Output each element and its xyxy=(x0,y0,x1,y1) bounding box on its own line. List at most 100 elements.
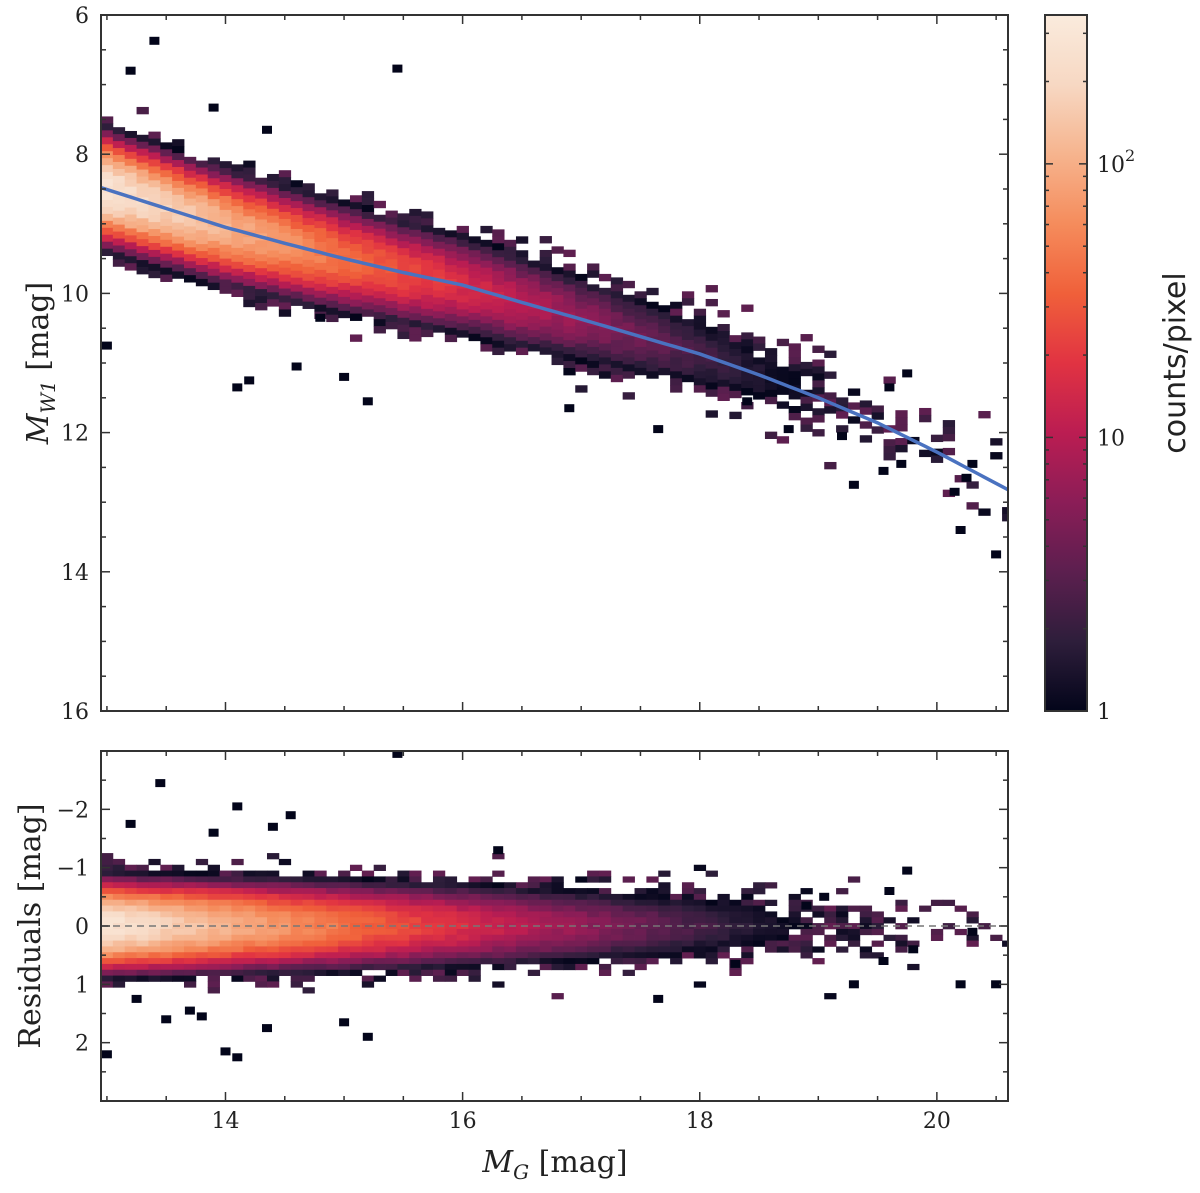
heatmap-cell xyxy=(290,208,303,216)
heatmap-cell xyxy=(646,940,659,947)
heatmap-cell xyxy=(978,508,991,516)
heatmap-cell xyxy=(101,975,114,982)
heatmap-cell xyxy=(563,361,576,369)
heatmap-cell xyxy=(456,225,469,234)
heatmap-cell xyxy=(255,289,268,297)
heatmap-cell xyxy=(231,282,244,291)
heatmap-cell xyxy=(824,923,837,930)
heatmap-cell xyxy=(812,958,825,965)
heatmap-cell xyxy=(195,230,209,238)
heatmap-cell xyxy=(373,270,386,278)
heatmap-cell xyxy=(207,893,220,901)
heatmap-cell xyxy=(764,911,778,918)
heatmap-cell xyxy=(705,940,718,947)
heatmap-cell xyxy=(693,385,707,393)
heatmap-cell xyxy=(527,274,541,282)
heatmap-cell xyxy=(729,349,742,357)
heatmap-cell xyxy=(883,439,896,447)
heatmap-cell xyxy=(278,295,292,303)
heatmap-cell xyxy=(741,940,754,947)
heatmap-cell xyxy=(385,238,398,246)
heatmap-cell xyxy=(753,917,766,924)
heatmap-cell xyxy=(527,946,541,953)
heatmap-cell xyxy=(432,934,446,941)
heatmap-cell xyxy=(219,928,232,936)
heatmap-cell xyxy=(575,322,588,330)
heatmap-cell xyxy=(492,305,505,314)
heatmap-cell xyxy=(907,917,920,924)
heatmap-cell xyxy=(278,281,292,289)
heatmap-cell xyxy=(729,905,742,912)
heatmap-cell xyxy=(290,277,303,286)
heatmap-cell xyxy=(456,905,469,912)
heatmap-cell xyxy=(421,899,434,906)
heatmap-cell xyxy=(421,239,434,247)
heatmap-cell xyxy=(231,178,244,186)
heatmap-cell xyxy=(290,899,303,906)
heatmap-cell xyxy=(764,923,778,930)
heatmap-cell xyxy=(255,958,268,965)
heatmap-cell xyxy=(717,952,730,959)
heatmap-cell xyxy=(290,221,303,230)
heatmap-cell xyxy=(693,343,707,351)
heatmap-cell xyxy=(290,235,303,244)
heatmap-cell xyxy=(717,324,730,332)
heatmap-cell xyxy=(515,899,529,906)
heatmap-cell xyxy=(444,244,458,252)
heatmap-cell xyxy=(717,917,730,924)
heatmap-cell xyxy=(266,201,280,210)
heatmap-cell xyxy=(243,975,256,982)
heatmap-cell xyxy=(148,138,161,146)
heatmap-cell xyxy=(278,952,292,959)
heatmap-cell xyxy=(231,905,244,912)
heatmap-cell xyxy=(326,963,339,971)
heatmap-cell xyxy=(172,215,185,224)
heatmap-cell xyxy=(432,969,446,976)
heatmap-cell xyxy=(753,911,766,918)
heatmap-cell xyxy=(504,888,517,895)
heatmap-cell xyxy=(219,258,232,266)
heatmap-cell xyxy=(148,928,161,936)
heatmap-cell xyxy=(444,905,458,912)
heatmap-cell xyxy=(290,905,303,912)
heatmap-cell xyxy=(563,326,576,334)
heatmap-cell xyxy=(432,248,446,257)
heatmap-cell xyxy=(492,340,505,349)
heatmap-cell xyxy=(148,152,161,160)
heatmap-cell xyxy=(385,893,398,901)
heatmap-cell xyxy=(385,259,398,267)
heatmap-cell xyxy=(101,144,114,152)
heatmap-cell xyxy=(195,946,209,953)
x-tick-label: 18 xyxy=(686,1109,714,1134)
heatmap-cell xyxy=(432,946,446,953)
heatmap-cell xyxy=(492,882,505,889)
heatmap-cell xyxy=(349,940,363,947)
heatmap-cell xyxy=(836,934,849,941)
heatmap-cell xyxy=(598,876,612,883)
heatmap-cell xyxy=(456,888,469,895)
heatmap-cell xyxy=(824,934,837,941)
heatmap-cell xyxy=(136,905,149,912)
heatmap-cell xyxy=(148,187,161,195)
heatmap-cell xyxy=(587,291,600,299)
heatmap-cell xyxy=(136,911,149,918)
heatmap-cell xyxy=(527,344,541,352)
heatmap-cell xyxy=(504,316,517,324)
heatmap-cell xyxy=(456,958,469,965)
heatmap-cell xyxy=(693,981,707,988)
heatmap-cell xyxy=(847,940,861,947)
heatmap-cell xyxy=(432,318,446,326)
heatmap-cell xyxy=(930,455,944,463)
heatmap-cell xyxy=(124,242,137,250)
heatmap-cell xyxy=(314,928,327,936)
heatmap-cell xyxy=(444,258,458,266)
heatmap-cell xyxy=(302,294,315,303)
heatmap-cell xyxy=(160,163,173,171)
heatmap-cell xyxy=(610,905,624,912)
heatmap-cell xyxy=(160,149,173,157)
heatmap-cell xyxy=(124,263,137,271)
heatmap-cell xyxy=(219,168,232,176)
heatmap-cell xyxy=(729,969,742,976)
heatmap-cell xyxy=(101,853,114,860)
heatmap-cell xyxy=(444,251,458,259)
